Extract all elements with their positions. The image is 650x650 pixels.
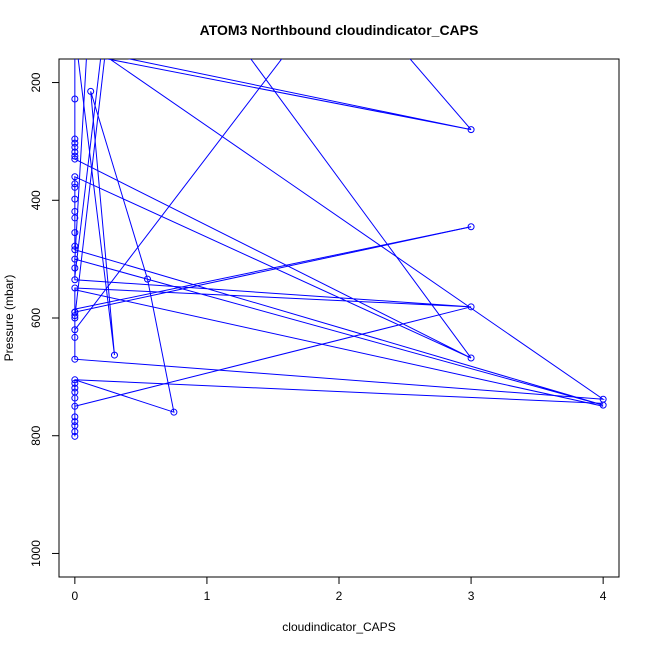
y-tick-label: 1000 bbox=[29, 540, 43, 567]
data-point bbox=[71, 173, 79, 181]
data-point bbox=[71, 242, 79, 250]
data-point bbox=[71, 333, 79, 341]
data-point bbox=[71, 143, 79, 151]
data-point bbox=[71, 418, 79, 426]
y-tick-label: 800 bbox=[29, 425, 43, 445]
data-point bbox=[467, 223, 475, 231]
data-point bbox=[71, 379, 79, 387]
data-point bbox=[71, 255, 79, 263]
x-tick-label: 4 bbox=[600, 589, 607, 603]
y-axis: 200 400 600 800 1000 bbox=[29, 72, 60, 567]
data-point bbox=[71, 195, 79, 203]
data-point bbox=[467, 126, 475, 134]
data-point bbox=[87, 87, 95, 95]
data-point bbox=[71, 148, 79, 156]
x-axis-label: cloudindicator_CAPS bbox=[282, 620, 395, 634]
plot-frame bbox=[58, 58, 620, 578]
data-point bbox=[71, 183, 79, 191]
data-point bbox=[71, 152, 79, 160]
series-segment bbox=[74, 59, 87, 260]
y-tick-label: 200 bbox=[29, 72, 43, 92]
series-segment bbox=[74, 59, 102, 277]
data-point bbox=[71, 355, 79, 363]
data-point bbox=[599, 401, 607, 409]
data-point bbox=[71, 284, 79, 292]
data-point bbox=[170, 408, 178, 416]
data-point bbox=[110, 351, 118, 359]
series-segment bbox=[74, 59, 283, 331]
x-tick-label: 1 bbox=[204, 589, 211, 603]
data-point bbox=[71, 326, 79, 334]
x-tick-label: 3 bbox=[468, 589, 475, 603]
data-point bbox=[71, 95, 79, 103]
data-point bbox=[71, 384, 79, 392]
data-point bbox=[71, 264, 79, 272]
y-tick-label: 600 bbox=[29, 308, 43, 328]
data-point bbox=[71, 402, 79, 410]
series-segment bbox=[409, 59, 472, 130]
y-axis-label: Pressure (mbar) bbox=[2, 275, 16, 362]
series-segment bbox=[74, 379, 604, 404]
data-point bbox=[71, 432, 79, 440]
data-point bbox=[71, 139, 79, 147]
data-point bbox=[71, 207, 79, 215]
data-point bbox=[71, 413, 79, 421]
data-point bbox=[71, 388, 79, 396]
data-point bbox=[143, 275, 151, 283]
series-segment bbox=[250, 59, 472, 359]
y-tick-label: 400 bbox=[29, 190, 43, 210]
series-line bbox=[74, 59, 605, 437]
series-segment bbox=[74, 306, 472, 407]
data-point bbox=[71, 312, 79, 320]
data-point bbox=[467, 303, 475, 311]
series-layer bbox=[74, 59, 605, 437]
data-point bbox=[467, 354, 475, 362]
data-point bbox=[71, 135, 79, 143]
series-segment bbox=[74, 226, 472, 310]
data-point bbox=[71, 229, 79, 237]
data-point bbox=[71, 308, 79, 316]
data-point bbox=[71, 180, 79, 188]
x-axis: 0 1 2 3 4 bbox=[72, 576, 607, 603]
chart-title: ATOM3 Northbound cloudindicator_CAPS bbox=[200, 22, 479, 38]
data-point bbox=[71, 155, 79, 163]
series-segment bbox=[74, 59, 106, 317]
data-point bbox=[71, 422, 79, 430]
data-point bbox=[71, 376, 79, 384]
data-point bbox=[71, 276, 79, 284]
x-tick-label: 0 bbox=[72, 589, 79, 603]
x-tick-label: 2 bbox=[336, 589, 343, 603]
series-segment bbox=[74, 289, 604, 407]
points-layer bbox=[71, 87, 607, 440]
data-point bbox=[71, 246, 79, 254]
